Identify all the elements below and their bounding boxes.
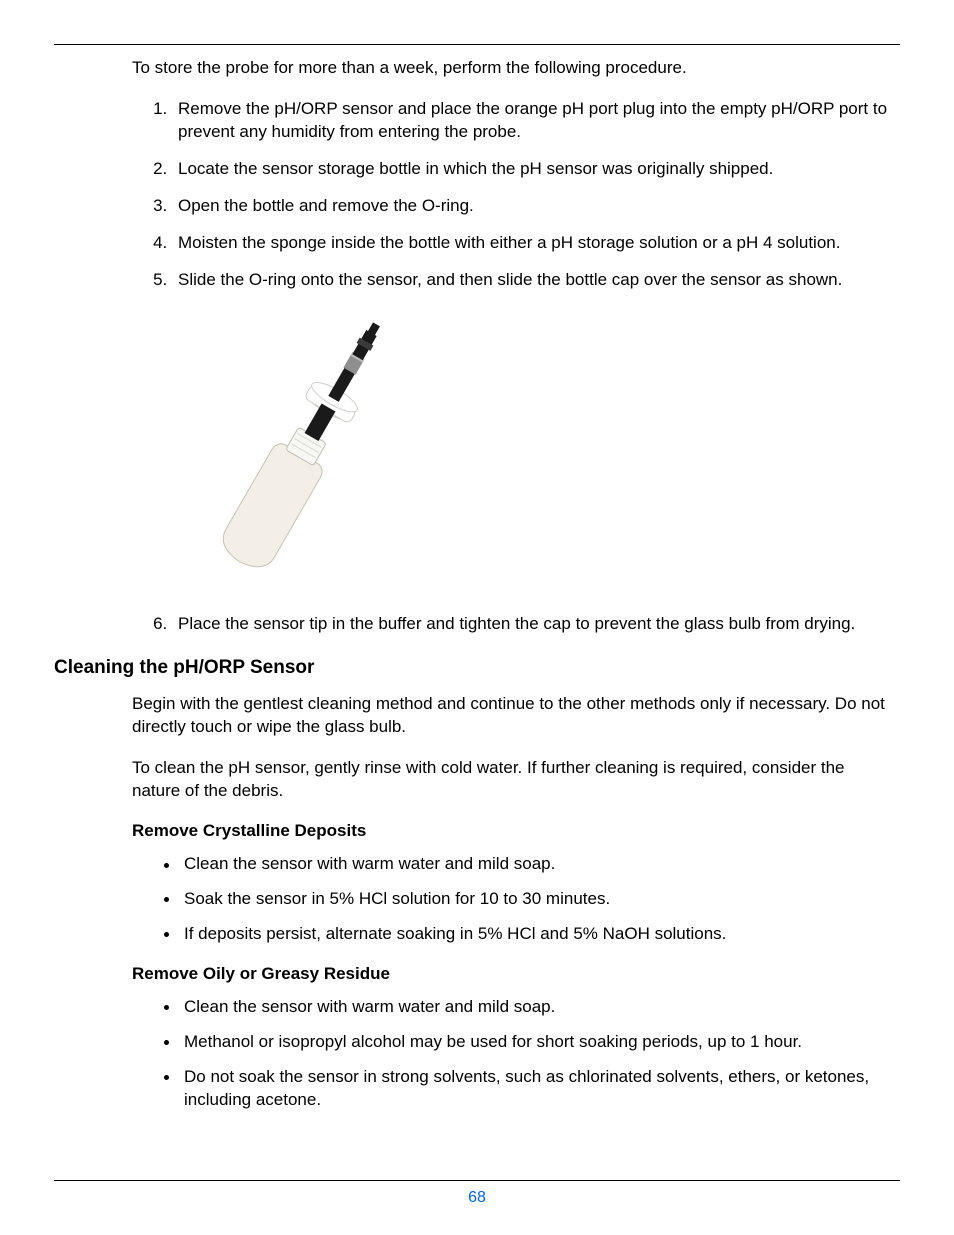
step-1: Remove the pH/ORP sensor and place the o…	[172, 98, 890, 144]
sensor-bottle-figure	[208, 298, 890, 595]
oily-item-2: Methanol or isopropyl alcohol may be use…	[184, 1031, 890, 1054]
oily-item-1: Clean the sensor with warm water and mil…	[184, 996, 890, 1019]
sensor-bottle-svg	[208, 298, 408, 588]
cleaning-paragraph-2: To clean the pH sensor, gently rinse wit…	[132, 757, 890, 803]
oily-item-3: Do not soak the sensor in strong solvent…	[184, 1066, 890, 1112]
crystalline-item-1: Clean the sensor with warm water and mil…	[184, 853, 890, 876]
subheading-crystalline: Remove Crystalline Deposits	[132, 821, 890, 841]
oily-list: Clean the sensor with warm water and mil…	[132, 996, 890, 1112]
crystalline-list: Clean the sensor with warm water and mil…	[132, 853, 890, 946]
procedure-list: Remove the pH/ORP sensor and place the o…	[132, 98, 890, 636]
intro-paragraph: To store the probe for more than a week,…	[132, 57, 890, 80]
top-rule	[54, 44, 900, 45]
step-5-text: Slide the O-ring onto the sensor, and th…	[178, 270, 842, 289]
step-3: Open the bottle and remove the O-ring.	[172, 195, 890, 218]
step-2: Locate the sensor storage bottle in whic…	[172, 158, 890, 181]
step-5: Slide the O-ring onto the sensor, and th…	[172, 269, 890, 595]
crystalline-item-3: If deposits persist, alternate soaking i…	[184, 923, 890, 946]
page-number: 68	[468, 1189, 486, 1206]
step-6: Place the sensor tip in the buffer and t…	[172, 613, 890, 636]
subheading-oily: Remove Oily or Greasy Residue	[132, 964, 890, 984]
page-footer: 68	[54, 1180, 900, 1207]
section-heading-cleaning: Cleaning the pH/ORP Sensor	[54, 657, 900, 679]
crystalline-item-2: Soak the sensor in 5% HCl solution for 1…	[184, 888, 890, 911]
cleaning-paragraph-1: Begin with the gentlest cleaning method …	[132, 693, 890, 739]
step-4: Moisten the sponge inside the bottle wit…	[172, 232, 890, 255]
